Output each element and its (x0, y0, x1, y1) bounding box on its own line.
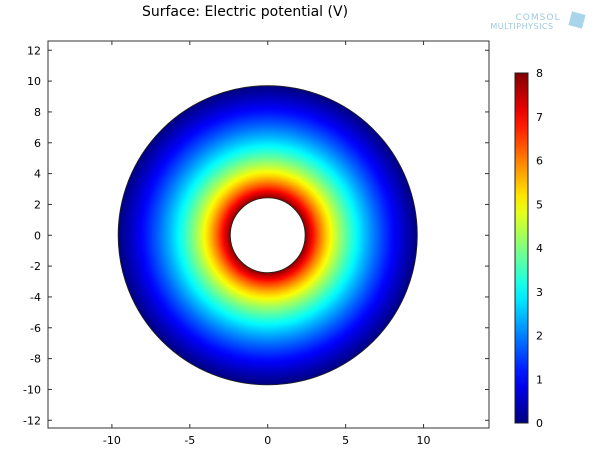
colorbar-tick-label: 6 (536, 155, 543, 168)
colorbar: 0 1 2 3 4 5 6 7 8 (514, 67, 543, 430)
colorbar-tick-label: 7 (536, 111, 543, 124)
y-tick-label: -4 (30, 291, 41, 304)
colorbar-tick-label: 3 (536, 286, 543, 299)
y-tick-label: -2 (30, 260, 41, 273)
colorbar-tick-label: 0 (536, 417, 543, 430)
colorbar-tick-label: 8 (536, 67, 543, 80)
x-tick-label: 0 (264, 434, 271, 447)
x-tick-label: 5 (342, 434, 349, 447)
y-tick-label: -12 (23, 414, 41, 427)
colorbar-tick-label: 2 (536, 330, 543, 343)
y-tick-label: 10 (27, 75, 41, 88)
y-tick-label: -8 (30, 353, 41, 366)
y-tick-label: 8 (34, 106, 41, 119)
y-tick-label: 4 (34, 168, 41, 181)
y-tick-label: 6 (34, 137, 41, 150)
annulus-surface (117, 85, 418, 386)
colorbar-tick-label: 5 (536, 198, 543, 211)
y-tick-label: -10 (23, 383, 41, 396)
y-tick-label: -6 (30, 322, 41, 335)
x-tick-label: 10 (417, 434, 431, 447)
y-tick-label: 2 (34, 198, 41, 211)
y-tick-label: 12 (27, 44, 41, 57)
comsol-logo: COMSOL MULTIPHYSICS (490, 11, 586, 31)
svg-text:MULTIPHYSICS: MULTIPHYSICS (490, 22, 553, 31)
y-tick-label: 0 (34, 229, 41, 242)
svg-text:COMSOL: COMSOL (516, 13, 561, 23)
colorbar-tick-label: 1 (536, 373, 543, 386)
colorbar-bar (514, 72, 529, 424)
annulus-fill (117, 85, 418, 386)
colorbar-tick-label: 4 (536, 242, 543, 255)
x-tick-label: -5 (184, 434, 195, 447)
x-tick-label: -10 (103, 434, 121, 447)
inner-boundary (229, 197, 306, 274)
chart-title: Surface: Electric potential (V) (142, 4, 348, 20)
